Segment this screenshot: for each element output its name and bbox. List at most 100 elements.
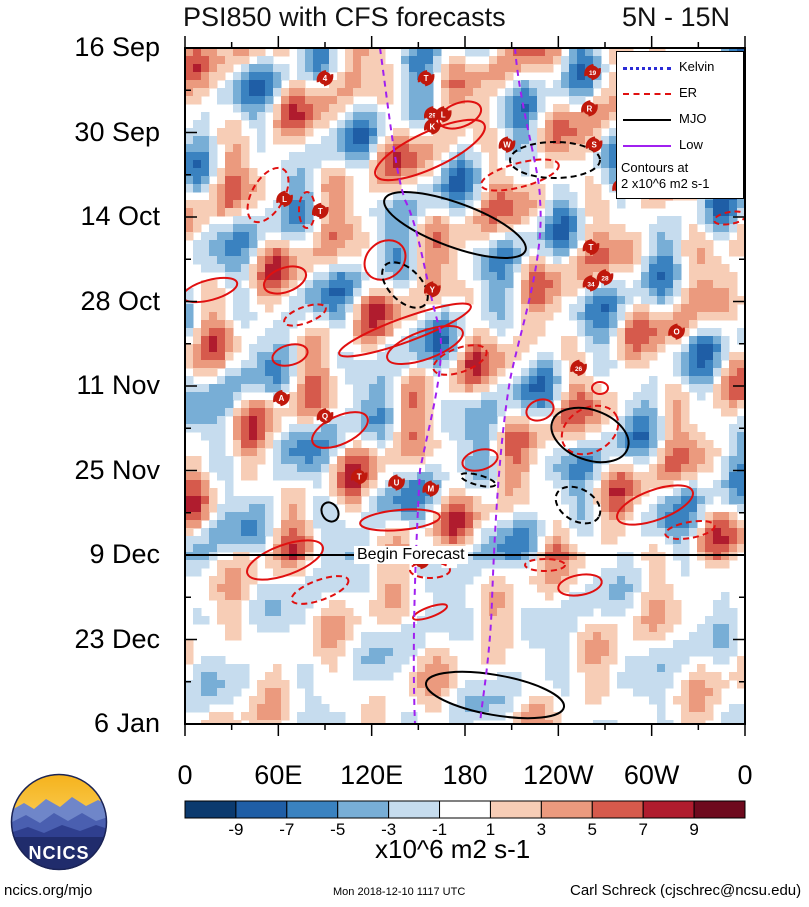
storm-marker-label-16: O bbox=[673, 328, 679, 337]
storm-marker-label-15: Y bbox=[430, 285, 436, 294]
colorbar-swatch-6 bbox=[489, 800, 542, 819]
y-tick-label-2: 14 Oct bbox=[80, 201, 160, 231]
legend-kelvin-label: Kelvin bbox=[679, 59, 715, 74]
storm-marker-label-10: L bbox=[282, 195, 287, 204]
storm-marker-17: 26 bbox=[570, 359, 587, 377]
contour-17 bbox=[290, 575, 350, 605]
x-tick-label-5: 60W bbox=[623, 760, 680, 790]
legend-kelvin-swatch bbox=[623, 67, 671, 70]
storm-marker-label-18: A bbox=[279, 394, 285, 403]
contour-0 bbox=[262, 265, 308, 295]
contour-31 bbox=[550, 406, 630, 464]
legend-low-label: Low bbox=[679, 137, 703, 152]
colorbar-tick-label-6: 3 bbox=[536, 820, 547, 839]
contour-23 bbox=[524, 558, 566, 572]
storm-marker-15: Y bbox=[423, 281, 441, 298]
storm-marker-label-2: 19 bbox=[589, 70, 597, 77]
colorbar-swatch-4 bbox=[388, 800, 441, 819]
storm-marker-label-5: L bbox=[441, 110, 446, 119]
colorbar-swatch-2 bbox=[286, 800, 339, 819]
legend-mjo-swatch bbox=[623, 119, 671, 121]
y-tick-label-4: 11 Nov bbox=[76, 370, 160, 400]
legend-mjo: MJO bbox=[623, 110, 743, 130]
contour-9 bbox=[338, 302, 472, 358]
low-line-1 bbox=[479, 48, 542, 724]
storm-marker-label-17: 26 bbox=[575, 366, 583, 373]
legend-er: ER bbox=[623, 84, 743, 104]
x-tick-label-2: 120E bbox=[340, 760, 404, 790]
y-tick-label-5: 25 Nov bbox=[74, 454, 160, 485]
storm-marker-2: 19 bbox=[584, 63, 601, 81]
storm-marker-label-12: T bbox=[589, 243, 594, 252]
contour-30 bbox=[381, 261, 429, 309]
storm-marker-12: T bbox=[582, 238, 600, 256]
contour-15 bbox=[359, 508, 441, 532]
storm-marker-label-13: 34 bbox=[587, 281, 595, 288]
colorbar-tick-label-0: -9 bbox=[228, 820, 244, 839]
y-tick-label-0: 16 Sep bbox=[74, 32, 160, 62]
chart-region: 5N - 15N bbox=[622, 2, 731, 32]
storm-marker-10: L bbox=[276, 190, 293, 208]
contour-18 bbox=[409, 561, 451, 579]
colorbar-tick-label-1: -7 bbox=[279, 820, 295, 839]
contour-21 bbox=[664, 520, 716, 540]
contour-25 bbox=[525, 398, 555, 422]
storm-marker-19: Q bbox=[316, 407, 334, 425]
colorbar-swatch-5 bbox=[439, 800, 491, 819]
storm-marker-21: U bbox=[388, 474, 405, 491]
legend-note-line2: 2 x10^6 m2 s-1 bbox=[621, 176, 710, 191]
colorbar-tick-label-2: -5 bbox=[330, 820, 346, 839]
storm-marker-label-11: T bbox=[318, 207, 323, 216]
y-tick-label-6: 9 Dec bbox=[89, 539, 160, 569]
contour-3 bbox=[363, 239, 407, 281]
contour-16 bbox=[246, 539, 324, 581]
contour-2 bbox=[283, 303, 327, 327]
colorbar-swatch-10 bbox=[693, 800, 746, 819]
storm-marker-16: O bbox=[668, 323, 685, 340]
x-tick-label-3: 180 bbox=[442, 760, 488, 790]
storm-marker-label-4: 29 bbox=[429, 112, 437, 119]
contour-19 bbox=[560, 404, 620, 456]
storm-marker-22: M bbox=[422, 480, 440, 497]
storm-marker-6: K bbox=[423, 118, 441, 135]
contour-14 bbox=[461, 448, 499, 472]
colorbar-swatch-0 bbox=[184, 800, 237, 819]
contour-22 bbox=[557, 573, 603, 597]
storm-marker-label-7: W bbox=[503, 141, 511, 150]
storm-marker-label-14: 28 bbox=[601, 275, 609, 282]
logo-text: NCICS bbox=[28, 843, 89, 863]
colorbar-swatch-8 bbox=[591, 800, 644, 819]
contour-29 bbox=[383, 191, 527, 259]
colorbar-swatch-9 bbox=[642, 800, 695, 819]
contour-27 bbox=[713, 210, 745, 226]
x-tick-label-1: 60E bbox=[254, 760, 303, 790]
legend: Kelvin ER MJO Low Contours at 2 x10^6 m2… bbox=[616, 51, 744, 199]
colorbar-tick-label-5: 1 bbox=[485, 820, 496, 839]
legend-low-swatch bbox=[623, 145, 671, 147]
storm-marker-20: T bbox=[350, 468, 368, 485]
storm-marker-label-21: U bbox=[394, 479, 400, 488]
legend-low: Low bbox=[623, 136, 743, 156]
storm-marker-18: A bbox=[273, 389, 290, 407]
storm-marker-3: R bbox=[581, 100, 598, 117]
colorbar-tick-label-7: 5 bbox=[587, 820, 597, 839]
legend-kelvin: Kelvin bbox=[623, 58, 743, 78]
y-tick-label-8: 6 Jan bbox=[93, 708, 160, 738]
storm-marker-5: L bbox=[434, 106, 452, 123]
colorbar-units: x10^6 m2 s-1 bbox=[375, 834, 531, 864]
storm-marker-11: T bbox=[311, 202, 329, 220]
footer-url[interactable]: ncics.org/mjo bbox=[4, 882, 93, 899]
contour-28 bbox=[509, 141, 601, 179]
legend-note-line1: Contours at bbox=[621, 160, 689, 175]
contour-6 bbox=[480, 158, 560, 192]
colorbar-swatch-3 bbox=[337, 800, 390, 819]
contour-20 bbox=[616, 484, 694, 526]
contour-13 bbox=[311, 411, 369, 449]
y-tick-label-1: 30 Sep bbox=[74, 116, 160, 147]
colorbar-swatch-1 bbox=[235, 800, 288, 819]
storm-marker-0: 4 bbox=[316, 69, 334, 87]
storm-marker-8: S bbox=[585, 136, 603, 153]
legend-contour-note: Contours at 2 x10^6 m2 s-1 bbox=[621, 160, 709, 192]
